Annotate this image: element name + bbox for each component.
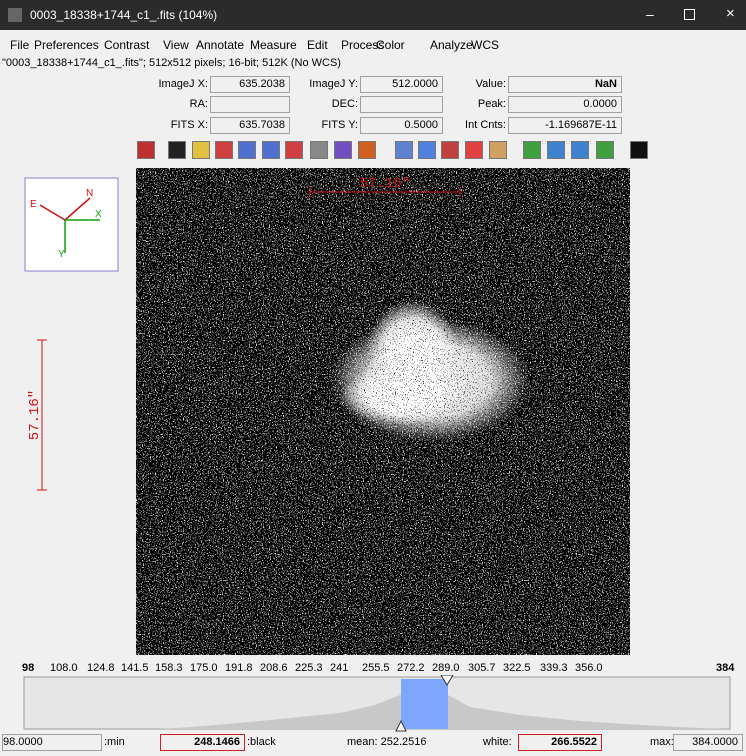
app-icon bbox=[8, 8, 22, 22]
histogram-tick: 175.0 bbox=[190, 662, 218, 674]
tool-icon[interactable] bbox=[441, 141, 459, 159]
histogram-tick: 384 bbox=[716, 662, 734, 674]
menu-item[interactable]: Edit bbox=[307, 38, 328, 52]
histogram-tick: 98 bbox=[22, 662, 34, 674]
histogram-tick: 305.7 bbox=[468, 662, 496, 674]
menu-item[interactable]: WCS bbox=[471, 38, 499, 52]
tool-icon[interactable] bbox=[489, 141, 507, 159]
field-label: Value: bbox=[426, 78, 506, 90]
compass-n: N bbox=[86, 188, 93, 199]
tool-icon[interactable] bbox=[571, 141, 589, 159]
window-range[interactable] bbox=[401, 679, 448, 729]
tool-icon[interactable] bbox=[310, 141, 328, 159]
maximize-button[interactable] bbox=[684, 9, 695, 20]
black-label: :black bbox=[247, 736, 276, 748]
histogram-tick: 208.6 bbox=[260, 662, 288, 674]
menu-item[interactable]: File bbox=[10, 38, 29, 52]
field-label: Int Cnts: bbox=[426, 119, 506, 131]
histogram-tick: 322.5 bbox=[503, 662, 531, 674]
field-label: RA: bbox=[128, 98, 208, 110]
field-value: 0.0000 bbox=[508, 96, 622, 113]
tool-icon[interactable] bbox=[418, 141, 436, 159]
white-label: white: bbox=[483, 736, 512, 748]
min-value[interactable]: 98.0000 bbox=[2, 734, 102, 751]
tool-icon[interactable] bbox=[465, 141, 483, 159]
tool-icon[interactable] bbox=[285, 141, 303, 159]
histogram-tick: 225.3 bbox=[295, 662, 323, 674]
histogram-tick: 124.8 bbox=[87, 662, 115, 674]
histogram-tick: 191.8 bbox=[225, 662, 253, 674]
max-value[interactable]: 384.0000 bbox=[673, 734, 743, 751]
histogram-tick: 289.0 bbox=[432, 662, 460, 674]
histogram-tick: 339.3 bbox=[540, 662, 568, 674]
menu-item[interactable]: Preferences bbox=[34, 38, 99, 52]
field-label: ImageJ Y: bbox=[278, 78, 358, 90]
tool-icon[interactable] bbox=[596, 141, 614, 159]
window: 0003_18338+1744_c1_.fits (104%) – × "000… bbox=[0, 0, 746, 756]
histogram bbox=[0, 675, 746, 733]
menu-item[interactable]: Contrast bbox=[104, 38, 149, 52]
compass-x: X bbox=[95, 209, 102, 220]
histogram-tick: 241 bbox=[330, 662, 348, 674]
white-value[interactable]: 266.5522 bbox=[518, 734, 602, 751]
tool-icon[interactable] bbox=[137, 141, 155, 159]
menu-item[interactable]: View bbox=[163, 38, 189, 52]
field-value: NaN bbox=[508, 76, 622, 93]
title-bar: 0003_18338+1744_c1_.fits (104%) – × bbox=[0, 0, 746, 30]
max-label: max: bbox=[650, 736, 674, 748]
field-label: FITS Y: bbox=[278, 119, 358, 131]
field-label: FITS X: bbox=[128, 119, 208, 131]
menu-item[interactable]: Color bbox=[376, 38, 405, 52]
histogram-tick: 158.3 bbox=[155, 662, 183, 674]
histogram-tick: 255.5 bbox=[362, 662, 390, 674]
tool-icon[interactable] bbox=[262, 141, 280, 159]
histogram-tick: 272.2 bbox=[397, 662, 425, 674]
close-button[interactable]: × bbox=[726, 5, 735, 22]
min-label: :min bbox=[104, 736, 125, 748]
menu-item[interactable]: Analyze bbox=[430, 38, 473, 52]
file-info: "0003_18338+1744_c1_.fits"; 512x512 pixe… bbox=[2, 57, 341, 69]
compass-e: E bbox=[30, 199, 37, 210]
field-label: ImageJ X: bbox=[128, 78, 208, 90]
tool-icon[interactable] bbox=[358, 141, 376, 159]
field-label: Peak: bbox=[426, 98, 506, 110]
field-label: DEC: bbox=[278, 98, 358, 110]
histogram-tick: 108.0 bbox=[50, 662, 78, 674]
scale-label-v: 57.16" bbox=[27, 390, 43, 440]
histogram-tick: 141.5 bbox=[121, 662, 149, 674]
tool-icon[interactable] bbox=[547, 141, 565, 159]
tool-icon[interactable] bbox=[395, 141, 413, 159]
tool-icon[interactable] bbox=[523, 141, 541, 159]
tool-icon[interactable] bbox=[630, 141, 648, 159]
tool-icon[interactable] bbox=[334, 141, 352, 159]
tool-icon[interactable] bbox=[238, 141, 256, 159]
compass-box bbox=[25, 178, 118, 271]
mean-label: mean: 252.2516 bbox=[347, 736, 427, 748]
image-area: 57.16" 57.16" E N X Y bbox=[0, 165, 746, 660]
menu-item[interactable]: Measure bbox=[250, 38, 297, 52]
compass-y: Y bbox=[58, 249, 65, 260]
black-value[interactable]: 248.1466 bbox=[160, 734, 245, 751]
menu-item[interactable]: Annotate bbox=[196, 38, 244, 52]
tool-icon[interactable] bbox=[215, 141, 233, 159]
field-value: -1.169687E-11 bbox=[508, 117, 622, 134]
minimize-button[interactable]: – bbox=[646, 6, 654, 22]
histogram-tick: 356.0 bbox=[575, 662, 603, 674]
window-title: 0003_18338+1744_c1_.fits (104%) bbox=[30, 8, 217, 22]
tool-icon[interactable] bbox=[192, 141, 210, 159]
tool-icon[interactable] bbox=[168, 141, 186, 159]
scale-label-h: 57.16" bbox=[360, 176, 410, 192]
